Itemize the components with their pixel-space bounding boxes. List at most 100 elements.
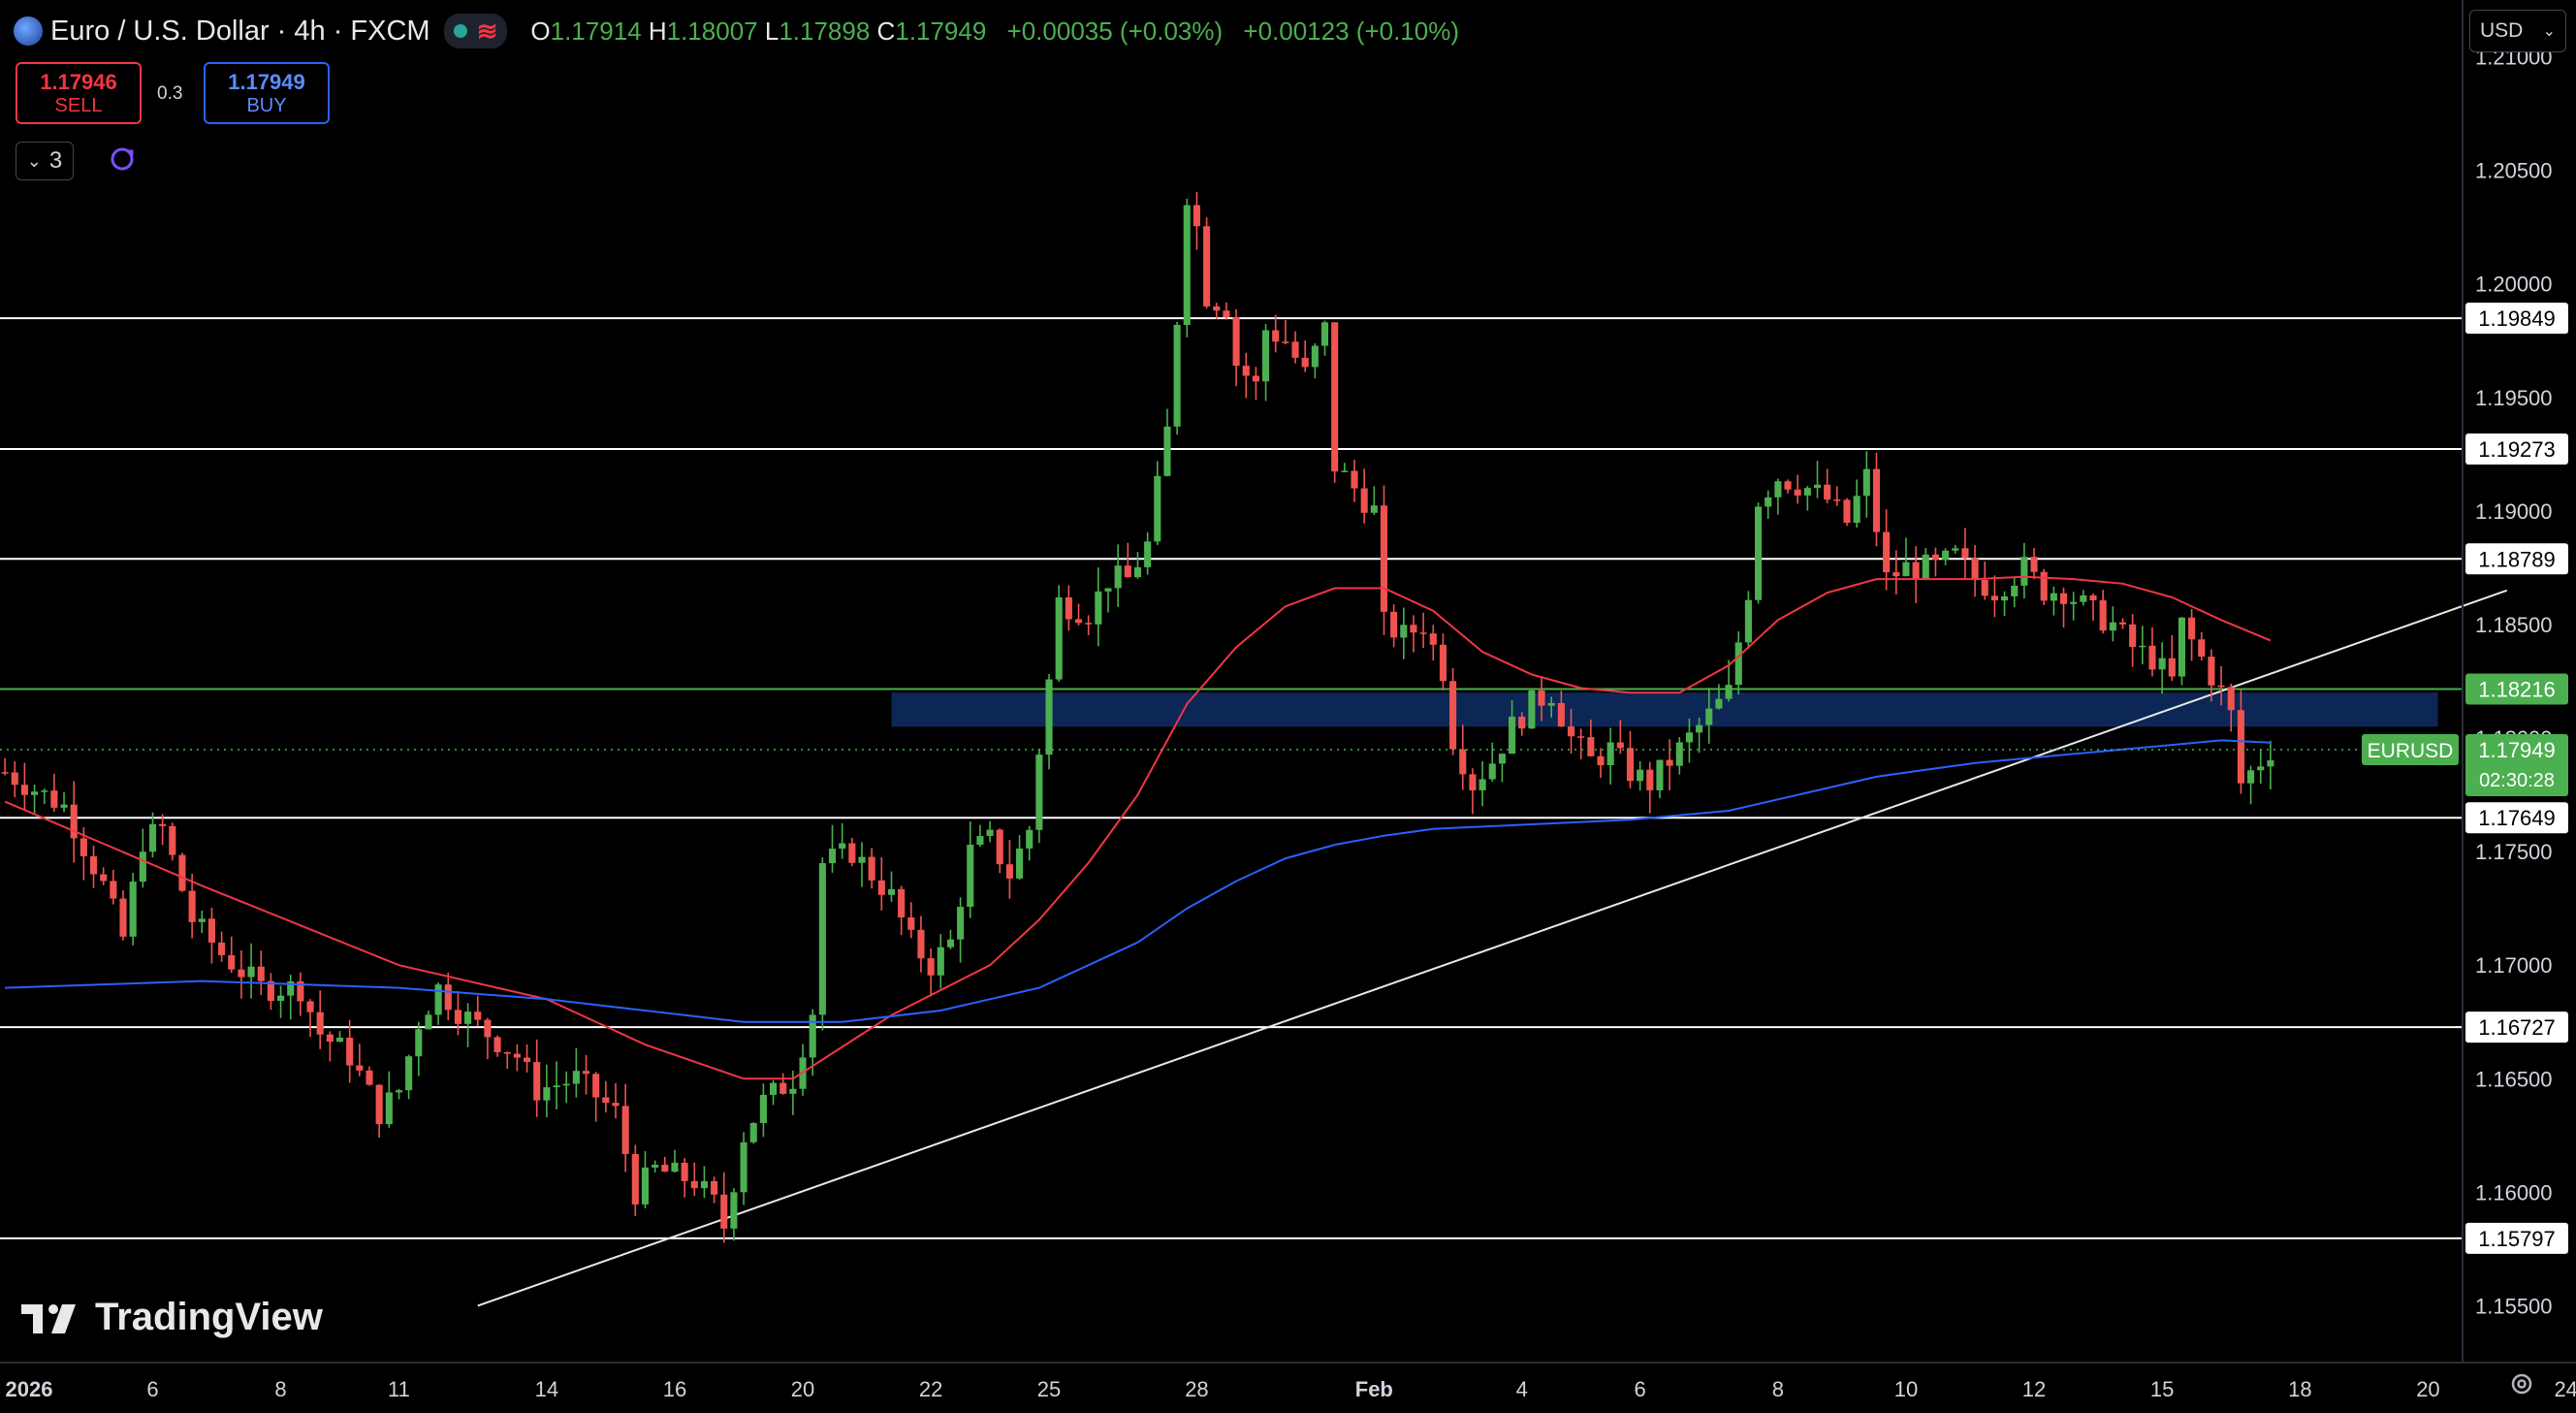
candle-body[interactable] xyxy=(1065,597,1072,620)
candle-body[interactable] xyxy=(1725,685,1733,699)
candle-body[interactable] xyxy=(661,1164,669,1172)
candle-body[interactable] xyxy=(178,854,186,891)
candle-body[interactable] xyxy=(277,995,285,1001)
candle-body[interactable] xyxy=(1272,330,1280,342)
buy-button[interactable]: 1.17949 BUY xyxy=(204,62,330,124)
candle-body[interactable] xyxy=(1774,481,1782,498)
candle-body[interactable] xyxy=(2040,571,2048,601)
candle-body[interactable] xyxy=(159,823,167,826)
candle-body[interactable] xyxy=(80,838,87,856)
candle-body[interactable] xyxy=(1479,779,1486,790)
candle-body[interactable] xyxy=(720,1194,728,1229)
candle-body[interactable] xyxy=(1291,341,1299,358)
candle-body[interactable] xyxy=(1154,475,1161,542)
candle-body[interactable] xyxy=(1410,625,1417,633)
candle-body[interactable] xyxy=(238,969,245,978)
candle-body[interactable] xyxy=(907,916,915,930)
candle-body[interactable] xyxy=(1351,470,1358,489)
candle-body[interactable] xyxy=(129,882,137,937)
candle-body[interactable] xyxy=(1341,470,1349,472)
candle-body[interactable] xyxy=(779,1082,787,1094)
level-price-tag[interactable] xyxy=(2465,303,2568,335)
level-price-tag[interactable] xyxy=(2465,433,2568,465)
candle-body[interactable] xyxy=(1301,357,1309,368)
candle-body[interactable] xyxy=(2237,710,2244,784)
candle-body[interactable] xyxy=(631,1153,639,1204)
candle-body[interactable] xyxy=(2168,658,2176,677)
candle-body[interactable] xyxy=(306,1001,314,1012)
candle-body[interactable] xyxy=(218,942,226,955)
candle-body[interactable] xyxy=(1755,506,1763,600)
candle-body[interactable] xyxy=(247,966,255,978)
candle-body[interactable] xyxy=(996,829,1003,865)
candle-body[interactable] xyxy=(415,1029,423,1057)
candle-body[interactable] xyxy=(1488,763,1496,780)
candle-body[interactable] xyxy=(1567,726,1575,737)
candle-body[interactable] xyxy=(2118,622,2127,625)
candle-body[interactable] xyxy=(898,888,906,917)
candle-body[interactable] xyxy=(1320,322,1329,346)
candle-body[interactable] xyxy=(89,855,98,875)
candle-body[interactable] xyxy=(967,844,974,908)
candle-body[interactable] xyxy=(20,785,28,795)
candle-body[interactable] xyxy=(346,1037,354,1066)
candle-body[interactable] xyxy=(1429,633,1437,645)
candle-body[interactable] xyxy=(1183,205,1191,325)
candle-body[interactable] xyxy=(2267,760,2274,767)
candle-body[interactable] xyxy=(1616,742,1624,749)
candle-body[interactable] xyxy=(1656,759,1664,790)
candle-body[interactable] xyxy=(770,1082,778,1095)
candle-body[interactable] xyxy=(1744,599,1752,643)
candle-body[interactable] xyxy=(1715,698,1723,709)
currency-select[interactable]: USD ⌄ xyxy=(2469,10,2566,52)
candle-body[interactable] xyxy=(1803,488,1811,496)
candle-body[interactable] xyxy=(425,1014,432,1030)
candle-body[interactable] xyxy=(11,772,18,786)
candle-body[interactable] xyxy=(434,984,442,1015)
candle-body[interactable] xyxy=(1902,562,1910,577)
candle-body[interactable] xyxy=(858,856,866,863)
candle-body[interactable] xyxy=(1853,496,1860,524)
candle-body[interactable] xyxy=(524,1057,531,1063)
candle-body[interactable] xyxy=(198,918,206,922)
candle-body[interactable] xyxy=(543,1087,551,1101)
candle-body[interactable] xyxy=(1892,572,1900,577)
candle-body[interactable] xyxy=(946,939,954,947)
candle-body[interactable] xyxy=(1449,681,1457,750)
candle-body[interactable] xyxy=(1311,345,1319,368)
candle-body[interactable] xyxy=(749,1123,757,1142)
candle-body[interactable] xyxy=(700,1180,708,1189)
candle-body[interactable] xyxy=(1095,591,1102,625)
candle-body[interactable] xyxy=(188,890,196,922)
candle-body[interactable] xyxy=(553,1085,560,1088)
candle-body[interactable] xyxy=(1784,481,1792,490)
candle-body[interactable] xyxy=(1577,736,1585,738)
candle-body[interactable] xyxy=(2129,624,2137,648)
candle-body[interactable] xyxy=(1469,774,1477,790)
candle-body[interactable] xyxy=(119,898,127,937)
candle-body[interactable] xyxy=(1509,716,1516,755)
candle-body[interactable] xyxy=(1074,619,1083,624)
candle-body[interactable] xyxy=(356,1065,364,1071)
candle-body[interactable] xyxy=(1961,548,1969,559)
candle-body[interactable] xyxy=(1360,488,1368,513)
market-status-pill[interactable]: ≋ xyxy=(443,14,508,48)
candle-body[interactable] xyxy=(759,1094,767,1124)
level-price-tag[interactable] xyxy=(2465,1222,2568,1254)
candle-body[interactable] xyxy=(2030,557,2038,572)
candle-body[interactable] xyxy=(1833,499,1841,501)
candle-body[interactable] xyxy=(100,874,108,882)
moving-average-slow[interactable] xyxy=(5,739,2271,1023)
candle-body[interactable] xyxy=(2188,617,2196,640)
candle-body[interactable] xyxy=(1971,558,1979,580)
candle-body[interactable] xyxy=(70,804,78,839)
candle-body[interactable] xyxy=(1696,724,1703,733)
candle-body[interactable] xyxy=(1104,588,1112,592)
candle-body[interactable] xyxy=(1419,632,1427,634)
candle-body[interactable] xyxy=(1133,566,1142,578)
candle-body[interactable] xyxy=(2109,622,2116,631)
candle-body[interactable] xyxy=(612,1103,620,1107)
candle-body[interactable] xyxy=(2001,595,2009,601)
candle-body[interactable] xyxy=(957,907,965,940)
candle-body[interactable] xyxy=(316,1012,324,1035)
